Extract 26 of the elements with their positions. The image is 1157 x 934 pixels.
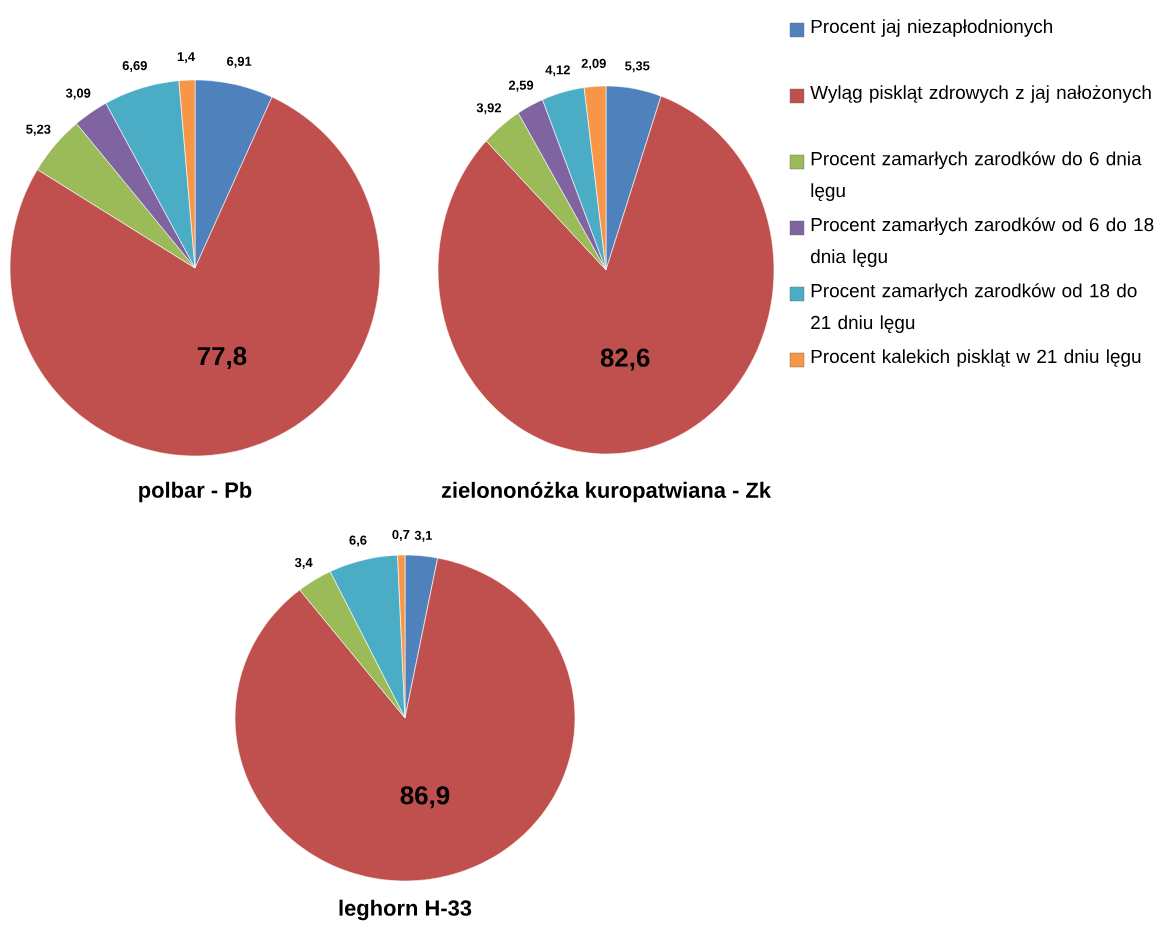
data-label: 0,7: [392, 529, 410, 541]
legend-label: Procent zamarłych zarodków od 18 do 21 dniu lęgu: [811, 283, 1137, 333]
data-label: 2,59: [508, 80, 534, 92]
data-label: 5,23: [26, 124, 51, 136]
data-label: 1,4: [177, 52, 195, 64]
data-label: 3,4: [294, 557, 313, 569]
text: zielononóżka kuropatwiana - Zk: [441, 481, 772, 503]
text: leghorn H-33: [339, 899, 472, 921]
text: polbar - Pb: [139, 481, 252, 503]
data-label: 3,09: [65, 88, 91, 100]
legend-label: Procent zamarłych zarodków do 6 dnia lęgu: [811, 151, 1142, 201]
data-label: 3,92: [476, 103, 502, 115]
legend-label: Procent zamarłych zarodków od 6 do 18 dnia lęgu: [811, 217, 1154, 267]
data-label: 86,9: [400, 786, 450, 809]
data-label: 82,6: [600, 348, 650, 371]
data-label: 6,6: [349, 535, 367, 547]
data-label: 6,91: [227, 56, 252, 68]
data-label: 5,35: [625, 61, 650, 73]
data-label: 4,12: [545, 65, 570, 77]
data-label: 77,8: [197, 346, 247, 369]
legend-label: Procent kalekich piskląt w 21 dniu lęgu: [811, 349, 1141, 367]
data-label: 6,69: [122, 60, 147, 73]
data-label: 3,1: [414, 530, 433, 542]
data-label: 2,09: [581, 58, 606, 70]
legend-label: Procent jaj niezapłodnionych: [811, 19, 1052, 37]
legend-label: Wyląg piskląt zdrowych z jaj nałożonych: [810, 85, 1151, 103]
